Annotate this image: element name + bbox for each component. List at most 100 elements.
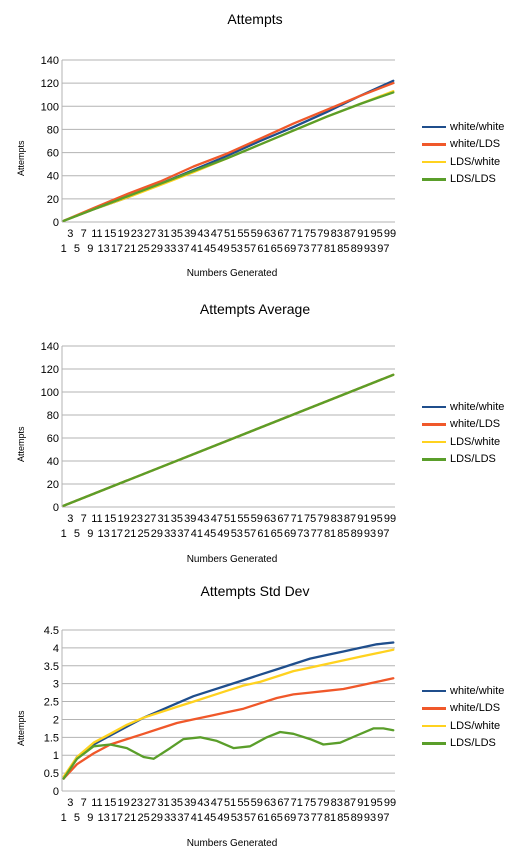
x-axis-label: Numbers Generated [186, 554, 278, 565]
x-tick-label: 37 [177, 528, 189, 540]
legend-label: white/LDS [450, 418, 501, 431]
x-tick-label: 73 [297, 243, 309, 255]
x-tick-label: 37 [177, 243, 189, 255]
chart-attempts-average: Attempts Average 0 20 40 60 80 100 120 140 3 7 11 1… [0, 290, 510, 580]
x-tick-label: 55 [237, 228, 249, 240]
x-tick-label: 95 [371, 797, 383, 809]
x-tick-label: 41 [191, 528, 203, 540]
legend-label: LDS/LDS [450, 737, 496, 750]
x-tick-label: 97 [377, 812, 389, 824]
y-tick-label: 0 [53, 217, 59, 229]
x-tick-label: 15 [104, 513, 116, 525]
x-tick-label: 45 [204, 243, 216, 255]
x-tick-label: 83 [331, 513, 343, 525]
legend-label: LDS/white [450, 435, 501, 448]
x-tick-label: 89 [351, 528, 363, 540]
y-axis-label: Attempts [16, 140, 26, 176]
x-tick-label: 99 [384, 513, 396, 525]
legend-item: LDS/white [422, 717, 504, 735]
y-tick-label: 80 [47, 124, 59, 136]
x-tick-label: 31 [157, 797, 169, 809]
y-tick-label: 1.5 [44, 732, 59, 744]
x-tick-label: 29 [151, 528, 163, 540]
legend-label: white/white [450, 684, 505, 697]
x-tick-label: 93 [364, 812, 376, 824]
x-tick-label: 25 [137, 243, 149, 255]
legend-item: white/LDS [422, 700, 504, 718]
x-tick-label: 5 [74, 243, 80, 255]
x-tick-label: 75 [304, 228, 316, 240]
x-tick-label: 57 [244, 243, 256, 255]
y-tick-label: 2 [53, 714, 59, 726]
y-tick-label: 100 [41, 387, 59, 399]
x-tick-label: 97 [377, 243, 389, 255]
x-tick-label: 67 [277, 228, 289, 240]
y-tick-label: 0 [53, 786, 59, 798]
x-tick-label: 47 [211, 228, 223, 240]
legend-item: white/LDS [422, 416, 504, 434]
legend-swatch [422, 707, 446, 710]
x-tick-label: 53 [231, 243, 243, 255]
x-tick-label: 69 [284, 528, 296, 540]
x-tick-label: 91 [357, 797, 369, 809]
x-tick-label: 15 [104, 228, 116, 240]
x-tick-label: 27 [144, 513, 156, 525]
x-tick-label: 67 [277, 797, 289, 809]
x-tick-label: 7 [81, 513, 87, 525]
x-tick-label: 93 [364, 528, 376, 540]
x-tick-label: 61 [257, 243, 269, 255]
x-tick-label: 91 [357, 228, 369, 240]
legend-item: white/white [422, 118, 504, 136]
legend-item: LDS/LDS [422, 451, 504, 469]
y-tick-label: 4 [53, 643, 59, 655]
x-tick-label: 35 [171, 513, 183, 525]
legend-swatch [422, 160, 446, 163]
x-tick-label: 87 [344, 797, 356, 809]
series-line-lds-lds [62, 91, 395, 222]
x-tick-label: 21 [124, 528, 136, 540]
x-tick-label: 3 [67, 228, 73, 240]
x-tick-label: 81 [324, 812, 336, 824]
x-tick-label: 13 [98, 528, 110, 540]
legend-swatch [422, 724, 446, 727]
x-tick-label: 77 [311, 243, 323, 255]
x-axis-label: Numbers Generated [186, 268, 278, 279]
x-tick-label: 11 [91, 513, 102, 525]
x-tick-label: 7 [81, 228, 87, 240]
x-tick-label: 53 [231, 528, 243, 540]
x-tick-label: 37 [177, 812, 189, 824]
series-line-lds-white [62, 648, 395, 778]
x-tick-label: 73 [297, 528, 309, 540]
x-tick-label: 83 [331, 228, 343, 240]
x-tick-label: 91 [357, 513, 369, 525]
x-tick-label: 85 [337, 243, 349, 255]
x-tick-label: 71 [291, 797, 303, 809]
x-tick-label: 69 [284, 243, 296, 255]
x-tick-label: 65 [271, 812, 283, 824]
x-tick-label: 49 [217, 528, 229, 540]
chart-attempts: Attempts 0 20 40 60 80 100 120 140 3 7 11 15 19 23 27 3… [0, 0, 510, 290]
x-tick-label: 45 [204, 812, 216, 824]
x-tick-label: 89 [351, 243, 363, 255]
x-tick-label: 1 [61, 812, 67, 824]
series-line-white-white [62, 641, 395, 780]
x-tick-label: 39 [184, 228, 196, 240]
x-tick-label: 87 [344, 228, 356, 240]
x-tick-label: 57 [244, 528, 256, 540]
x-tick-label: 63 [264, 513, 276, 525]
chart-title: Attempts Average [199, 301, 311, 317]
x-tick-label: 63 [264, 228, 276, 240]
x-tick-label: 35 [171, 228, 183, 240]
x-tick-label: 5 [74, 528, 80, 540]
x-tick-label: 27 [144, 228, 156, 240]
x-tick-label: 65 [271, 528, 283, 540]
legend-swatch [422, 125, 446, 128]
legend-label: white/LDS [450, 702, 501, 715]
x-tick-label: 43 [197, 797, 209, 809]
legend-swatch [422, 143, 446, 146]
x-tick-label: 27 [144, 797, 156, 809]
x-tick-label: 23 [131, 797, 143, 809]
legend: white/white white/LDS LDS/white LDS/LDS [422, 118, 504, 188]
x-tick-label: 31 [157, 513, 169, 525]
